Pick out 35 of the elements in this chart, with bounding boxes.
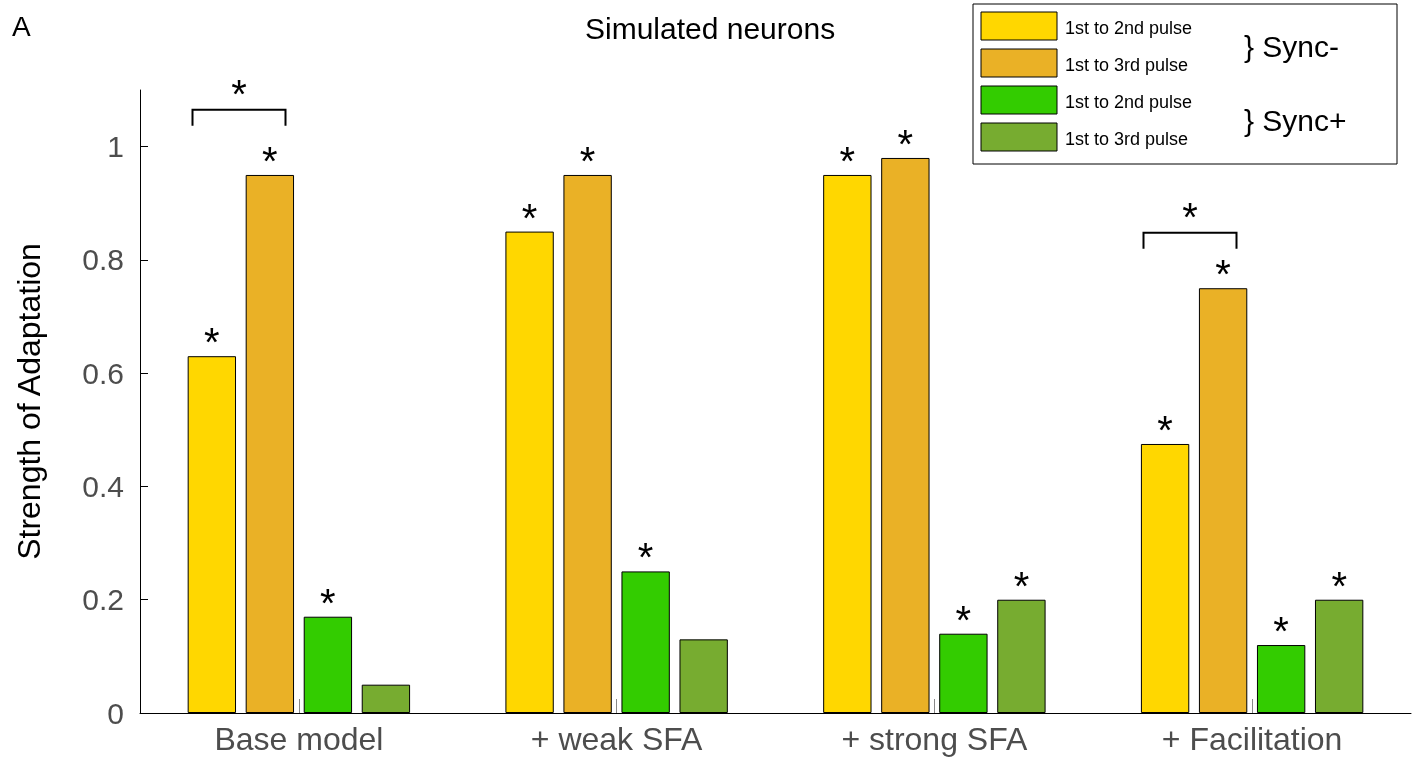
data-label: *: [1215, 252, 1231, 297]
x-tick-label: + strong SFA: [841, 721, 1028, 757]
data-label: *: [897, 121, 914, 166]
annotation: *: [1182, 194, 1198, 239]
text: } Sync-: [1244, 29, 1340, 63]
y-tick-label: 1: [107, 130, 124, 164]
y-tick-label: 0.8: [82, 243, 124, 277]
y-tick-label: 0.4: [82, 469, 124, 503]
y-tick-label: 0.6: [82, 356, 124, 390]
annotation: } Sync+: [1244, 103, 1347, 137]
chart-title: Simulated neurons: [585, 11, 836, 45]
data-label: *: [1331, 563, 1347, 608]
text: A: [12, 10, 31, 42]
data-label: *: [320, 580, 336, 625]
annotation: *: [231, 71, 247, 116]
x-tick-label: + Facilitation: [1161, 721, 1343, 757]
legend-label: 1st to 3rd pulse: [1065, 55, 1189, 75]
legend-label: 1st to 2nd pulse: [1065, 92, 1193, 112]
data-label: *: [262, 138, 278, 183]
y-tick-label: 0: [107, 696, 124, 730]
x-tick-label: Base model: [214, 721, 384, 757]
data-label: *: [579, 138, 596, 183]
data-label: *: [1273, 609, 1289, 654]
legend-label: 1st to 3rd pulse: [1065, 129, 1189, 149]
data-label: *: [839, 138, 856, 183]
legend-label: 1st to 2nd pulse: [1065, 18, 1193, 38]
y-tick-label: 0.2: [82, 583, 124, 617]
y-axis-title: Strength of Adaptation: [11, 243, 47, 560]
data-label: *: [1013, 563, 1030, 608]
data-label: *: [955, 597, 972, 642]
data-label: *: [521, 195, 538, 240]
data-label: *: [637, 535, 654, 580]
x-tick-label: + weak SFA: [530, 721, 704, 757]
data-label: *: [1157, 407, 1173, 452]
data-label: *: [204, 320, 220, 365]
